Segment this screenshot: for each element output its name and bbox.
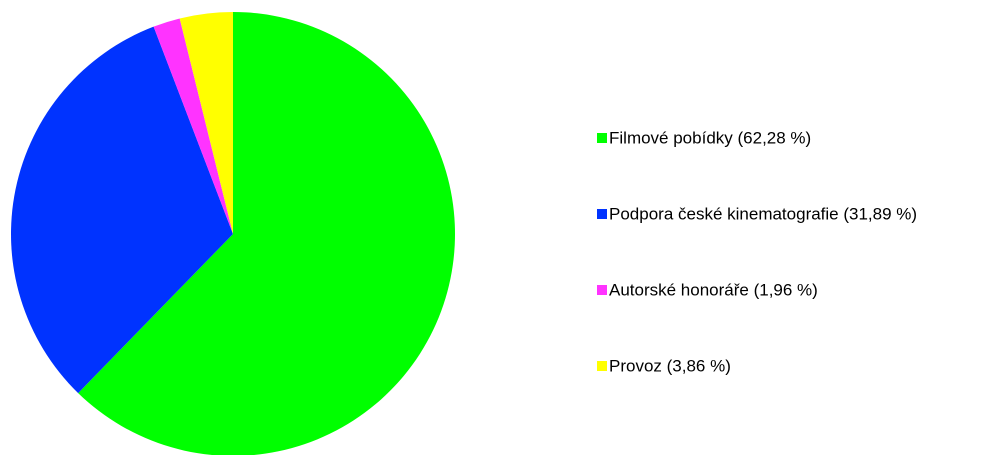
legend-swatch xyxy=(597,361,607,371)
pie-slice xyxy=(10,26,234,394)
legend-label: Filmové pobídky (62,28 %) xyxy=(609,128,811,147)
legend-swatch xyxy=(597,133,607,143)
legend-label: Autorské honoráře (1,96 %) xyxy=(609,280,818,299)
legend-swatch xyxy=(597,209,607,219)
pie-slice xyxy=(78,12,455,455)
pie-slice xyxy=(153,18,233,235)
legend-label: Provoz (3,86 %) xyxy=(609,356,731,375)
pie-slice xyxy=(179,12,233,234)
legend-swatch xyxy=(597,285,607,295)
legend-label: Podpora české kinematografie (31,89 %) xyxy=(609,204,917,223)
